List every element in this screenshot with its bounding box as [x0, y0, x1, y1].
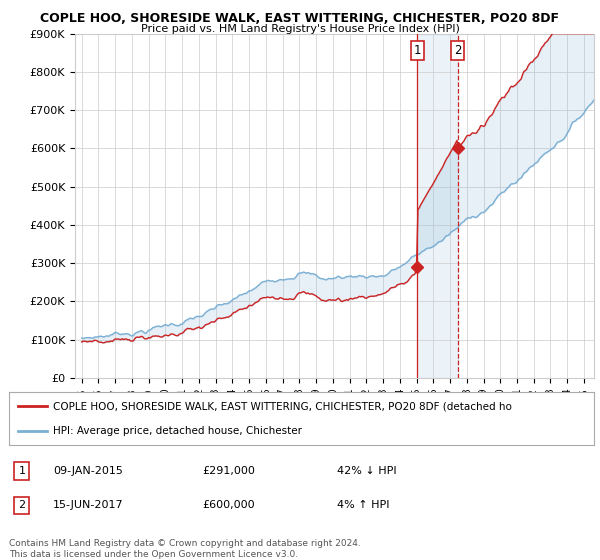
Text: 2: 2 [454, 44, 461, 57]
Text: 09-JAN-2015: 09-JAN-2015 [53, 466, 123, 476]
Text: £291,000: £291,000 [202, 466, 255, 476]
Text: £600,000: £600,000 [202, 501, 254, 510]
Text: Contains HM Land Registry data © Crown copyright and database right 2024.
This d: Contains HM Land Registry data © Crown c… [9, 539, 361, 559]
Text: 42% ↓ HPI: 42% ↓ HPI [337, 466, 396, 476]
Bar [417, 34, 458, 378]
Text: 15-JUN-2017: 15-JUN-2017 [53, 501, 124, 510]
Text: COPLE HOO, SHORESIDE WALK, EAST WITTERING, CHICHESTER, PO20 8DF: COPLE HOO, SHORESIDE WALK, EAST WITTERIN… [41, 12, 560, 25]
Text: 4% ↑ HPI: 4% ↑ HPI [337, 501, 389, 510]
Text: COPLE HOO, SHORESIDE WALK, EAST WITTERING, CHICHESTER, PO20 8DF (detached ho: COPLE HOO, SHORESIDE WALK, EAST WITTERIN… [53, 402, 512, 412]
Text: Price paid vs. HM Land Registry's House Price Index (HPI): Price paid vs. HM Land Registry's House … [140, 24, 460, 34]
Text: 1: 1 [413, 44, 421, 57]
Text: 1: 1 [19, 466, 25, 476]
Text: 2: 2 [19, 501, 25, 510]
Text: HPI: Average price, detached house, Chichester: HPI: Average price, detached house, Chic… [53, 426, 302, 436]
